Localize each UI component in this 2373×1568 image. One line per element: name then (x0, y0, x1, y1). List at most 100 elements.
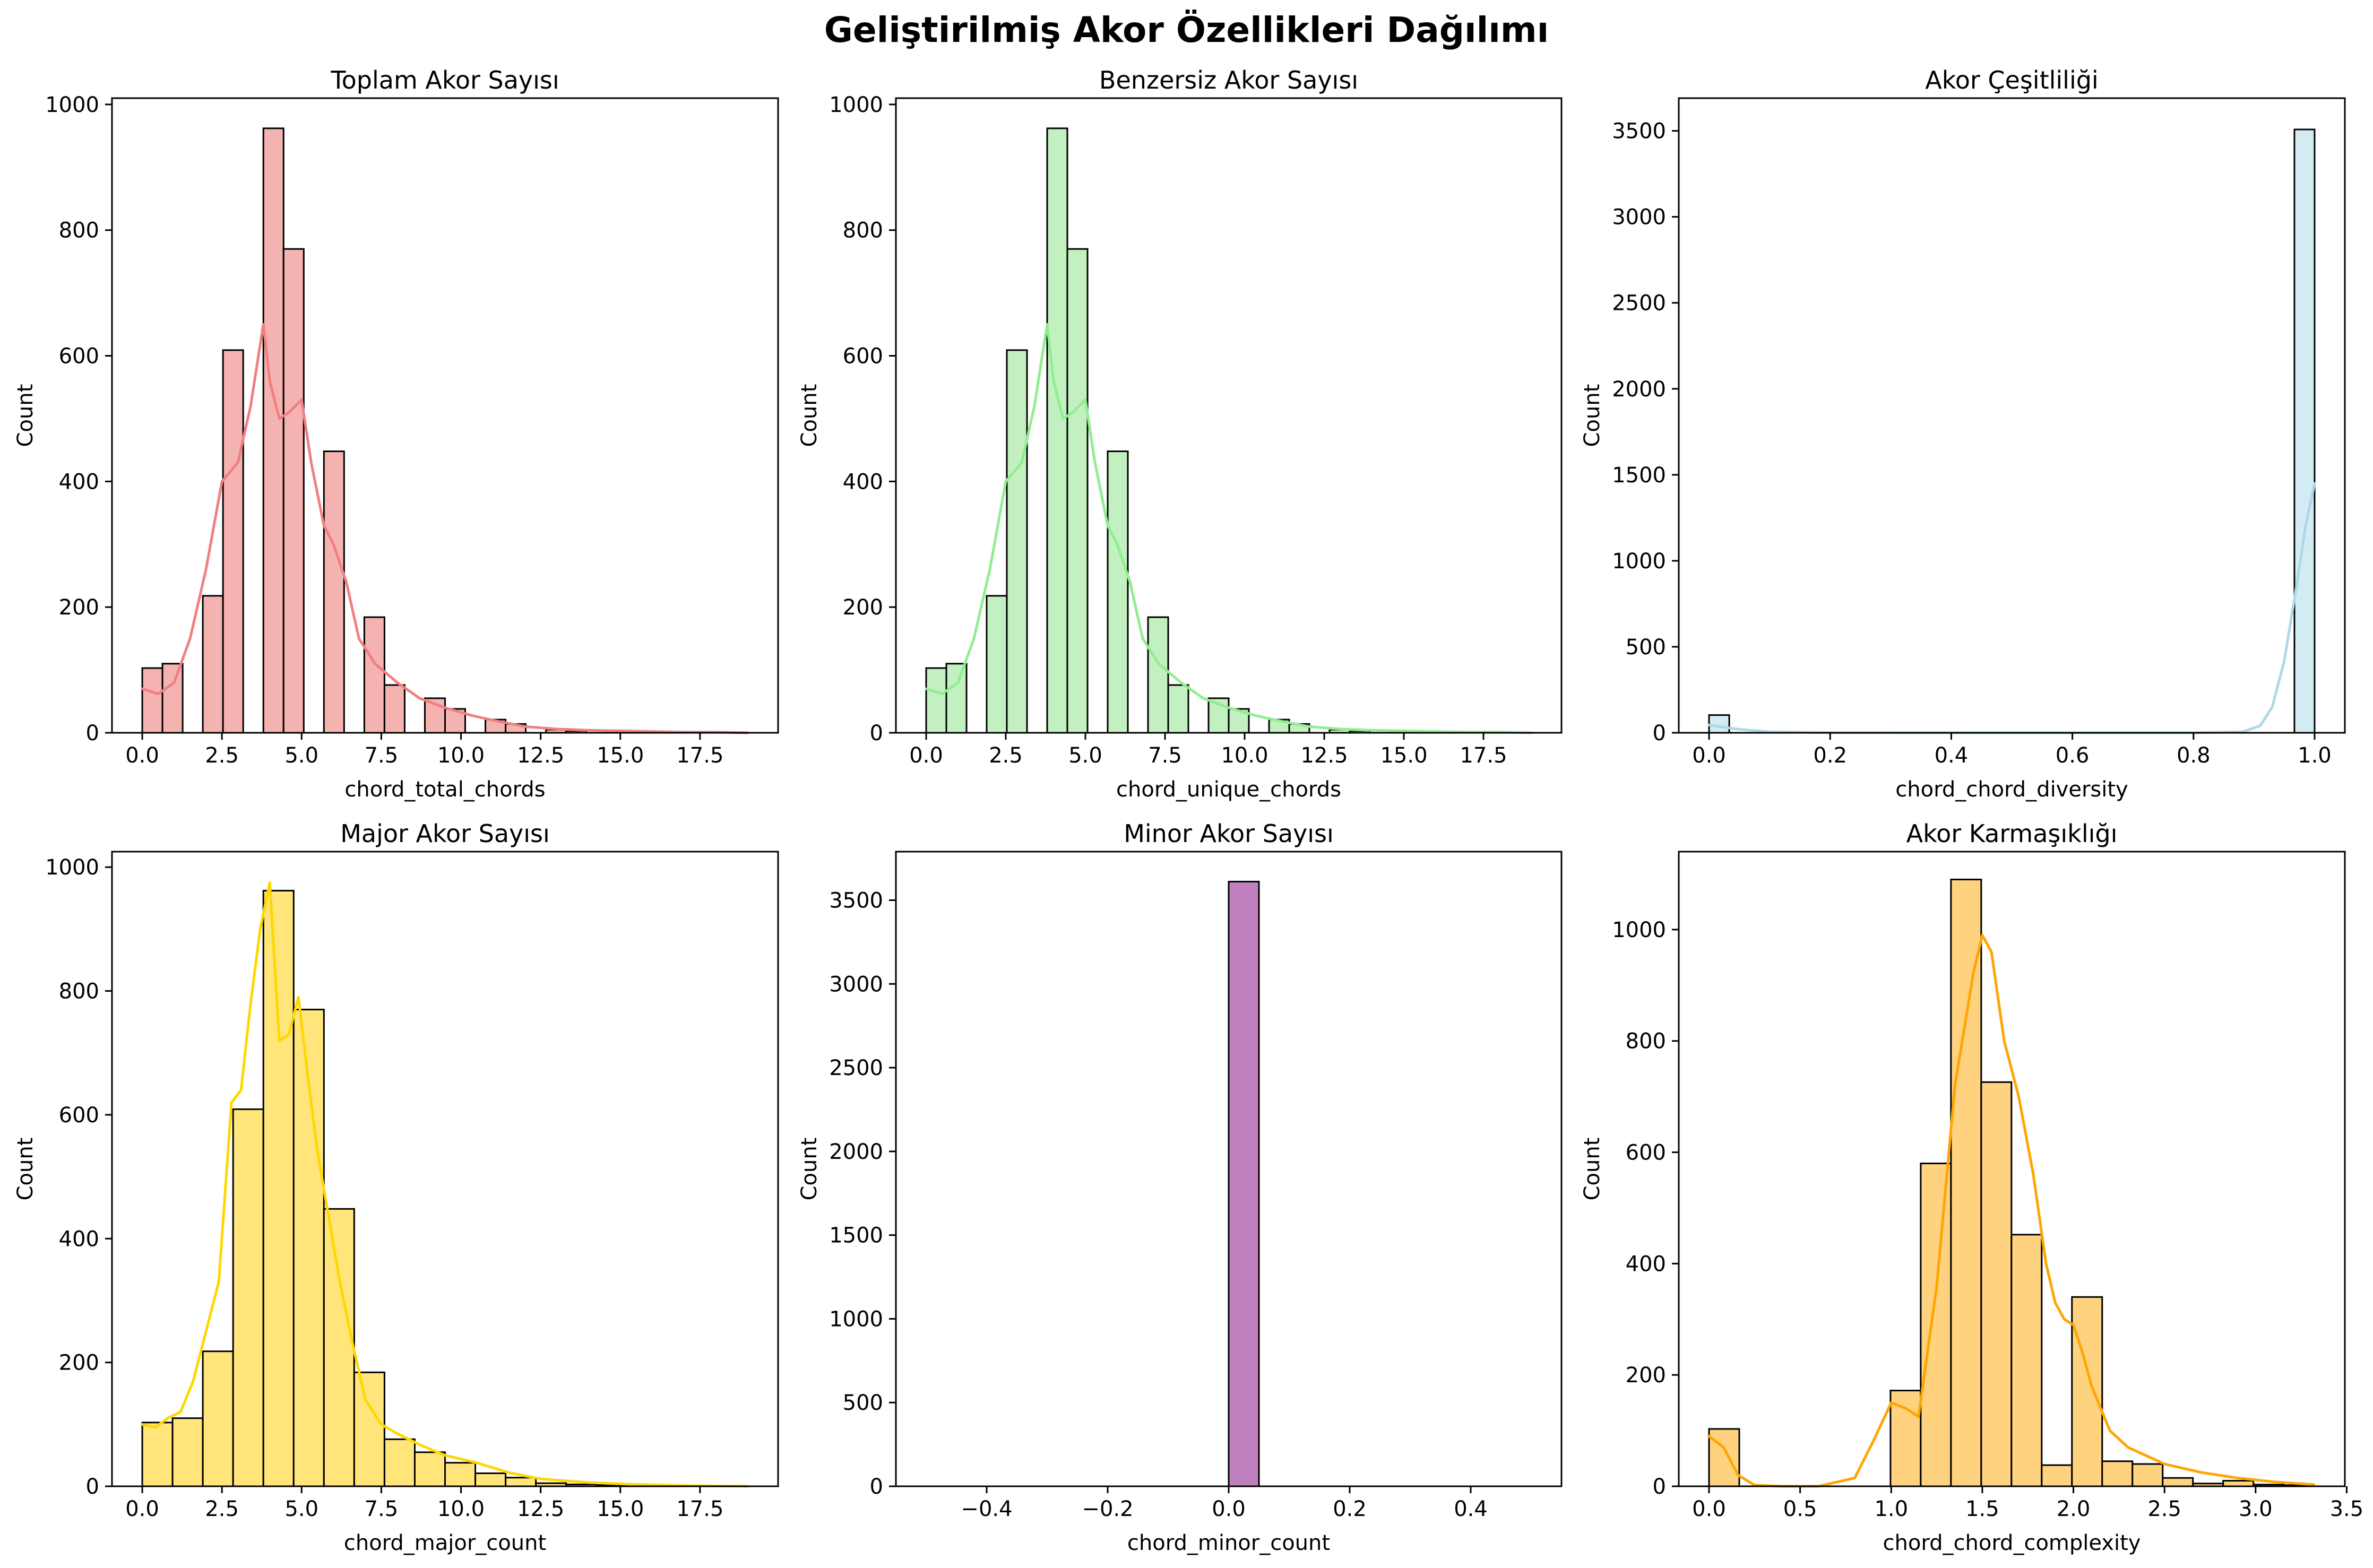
chart-5-xlabel: chord_minor_count (1127, 1531, 1330, 1555)
chart-5-ytick-label: 1500 (829, 1224, 883, 1248)
chart-5-xtick-label: −0.4 (961, 1497, 1012, 1521)
chart-6-xtick-label: 1.0 (1874, 1497, 1908, 1521)
chart-2-xtick-label: 5.0 (1068, 743, 1102, 768)
chart-6-xtick-label: 0.0 (1692, 1497, 1726, 1521)
chart-1-kde-line (141, 323, 749, 734)
chart-2-bar (1006, 349, 1028, 734)
chart-2-xtick-label: 7.5 (1148, 743, 1182, 768)
chart-4-kde-line (141, 881, 749, 1488)
chart-2-xtick-label: 17.5 (1460, 743, 1507, 768)
chart-3-ytick-label: 3500 (1612, 119, 1666, 144)
chart-6-ytick-label: 200 (1626, 1363, 1666, 1388)
chart-3-ytick-label: 1000 (1612, 549, 1666, 574)
chart-4-bar (141, 1422, 174, 1487)
chart-3-bar (1708, 714, 1730, 734)
chart-6-bar (2162, 1477, 2194, 1487)
chart-3-ylabel: Count (1580, 384, 1604, 447)
chart-1-ytick-label: 0 (86, 721, 99, 746)
chart-5: −0.4 −0.2 0.0 0.2 0.4 0 500 1000 1500 2000 2500 300… (797, 819, 1563, 1555)
chart-3-axes-frame (1678, 97, 2346, 734)
chart-6-xtick-label: 0.5 (1783, 1497, 1817, 1521)
chart-6-bar (2041, 1464, 2073, 1487)
chart-5-ytick-label: 2500 (829, 1056, 883, 1080)
chart-1-xtick-label: 10.0 (437, 743, 485, 768)
chart-6-xlabel: chord_chord_complexity (1883, 1531, 2141, 1555)
chart-1-ytick-label: 800 (59, 219, 99, 243)
chart-6-xtick-label: 3.0 (2239, 1497, 2273, 1521)
chart-4-xtick-label: 12.5 (517, 1497, 564, 1521)
chart-1-ytick-label: 200 (59, 595, 99, 620)
chart-3-xlabel: chord_chord_diversity (1895, 777, 2128, 802)
chart-6-ytick-label: 600 (1626, 1141, 1666, 1165)
chart-1-ytick-label: 600 (59, 344, 99, 369)
chart-5-ytick-label: 3500 (829, 889, 883, 913)
chart-3-xtick-label: 0.6 (2056, 743, 2090, 768)
chart-5-title: Minor Akor Sayısı (1124, 819, 1334, 848)
chart-3-title: Akor Çeşitliliği (1925, 66, 2098, 94)
chart-5-ytick-label: 1000 (829, 1307, 883, 1331)
chart-2-bar (1167, 684, 1189, 734)
chart-2-bar (1046, 127, 1068, 734)
chart-3-ytick-label: 3000 (1612, 205, 1666, 230)
chart-2-ytick-label: 800 (843, 219, 883, 243)
chart-5-ytick-label: 500 (843, 1391, 883, 1415)
chart-4-bar (323, 1208, 355, 1487)
chart-1-ytick-label: 1000 (45, 93, 99, 117)
chart-1-ytick-label: 400 (59, 470, 99, 494)
chart-1-bar (323, 450, 345, 734)
chart-6-bar (1980, 1081, 2013, 1487)
chart-3-xtick-label: 0.2 (1813, 743, 1847, 768)
chart-2-xtick-label: 2.5 (989, 743, 1023, 768)
chart-5-xtick-label: 0.0 (1212, 1497, 1246, 1521)
chart-2-ytick-label: 600 (843, 344, 883, 369)
chart-2-bar (986, 595, 1008, 734)
chart-6-xtick-label: 1.5 (1965, 1497, 1999, 1521)
chart-4-xtick-label: 0.0 (125, 1497, 159, 1521)
chart-4-xtick-label: 17.5 (676, 1497, 723, 1521)
chart-2-bar (925, 667, 947, 734)
chart-5-xtick-label: 0.2 (1333, 1497, 1367, 1521)
chart-4-xtick-label: 2.5 (205, 1497, 239, 1521)
chart-4-ytick-label: 1000 (45, 855, 99, 880)
chart-1-bar (363, 616, 385, 734)
chart-6-xtick-label: 3.5 (2330, 1497, 2364, 1521)
chart-2-ytick-label: 0 (870, 721, 883, 746)
chart-5-ytick-label: 0 (870, 1475, 883, 1499)
chart-4-bar (474, 1472, 507, 1487)
chart-1-bar (141, 667, 163, 734)
chart-4-xtick-label: 10.0 (437, 1497, 485, 1521)
chart-2-kde-line (925, 323, 1533, 734)
chart-3-bar (2293, 128, 2316, 734)
chart-4-bar (505, 1477, 537, 1487)
chart-6-ylabel: Count (1580, 1138, 1604, 1201)
chart-3-xtick-label: 0.8 (2177, 743, 2211, 768)
chart-1-bar (161, 663, 184, 734)
chart-3: 0.0 0.2 0.4 0.6 0.8 1.0 0 500 1000 1500 2000 2500 30… (1580, 66, 2346, 802)
chart-2-bar (1147, 616, 1169, 734)
chart-4-ytick-label: 200 (59, 1351, 99, 1375)
chart-6-ytick-label: 800 (1626, 1029, 1666, 1054)
chart-2-ytick-label: 1000 (829, 93, 883, 117)
chart-2-axes-frame (895, 97, 1563, 734)
chart-3-ytick-label: 1500 (1612, 463, 1666, 488)
chart-6-kde-line (1707, 933, 2316, 1488)
chart-2-ytick-label: 200 (843, 595, 883, 620)
chart-6-bar (2071, 1296, 2103, 1487)
chart-4-bar (444, 1462, 477, 1487)
chart-4-ytick-label: 800 (59, 980, 99, 1004)
chart-1-xlabel: chord_total_chords (344, 777, 545, 802)
chart-6-bar (2101, 1460, 2134, 1487)
chart-2-ytick-label: 400 (843, 470, 883, 494)
chart-6-axes-frame (1678, 851, 2346, 1487)
chart-2-xlabel: chord_unique_chords (1116, 777, 1341, 802)
chart-1-bar (262, 127, 284, 734)
chart-2-bar (945, 663, 968, 734)
chart-1-axes-frame (111, 97, 779, 734)
chart-2-xtick-label: 15.0 (1380, 743, 1427, 768)
chart-2-xtick-label: 10.0 (1221, 743, 1268, 768)
chart-4-xtick-label: 15.0 (597, 1497, 644, 1521)
chart-5-xtick-label: −0.2 (1082, 1497, 1133, 1521)
chart-3-xtick-label: 1.0 (2298, 743, 2332, 768)
chart-3-ytick-label: 2000 (1612, 377, 1666, 402)
chart-6-bar (2010, 1234, 2043, 1487)
